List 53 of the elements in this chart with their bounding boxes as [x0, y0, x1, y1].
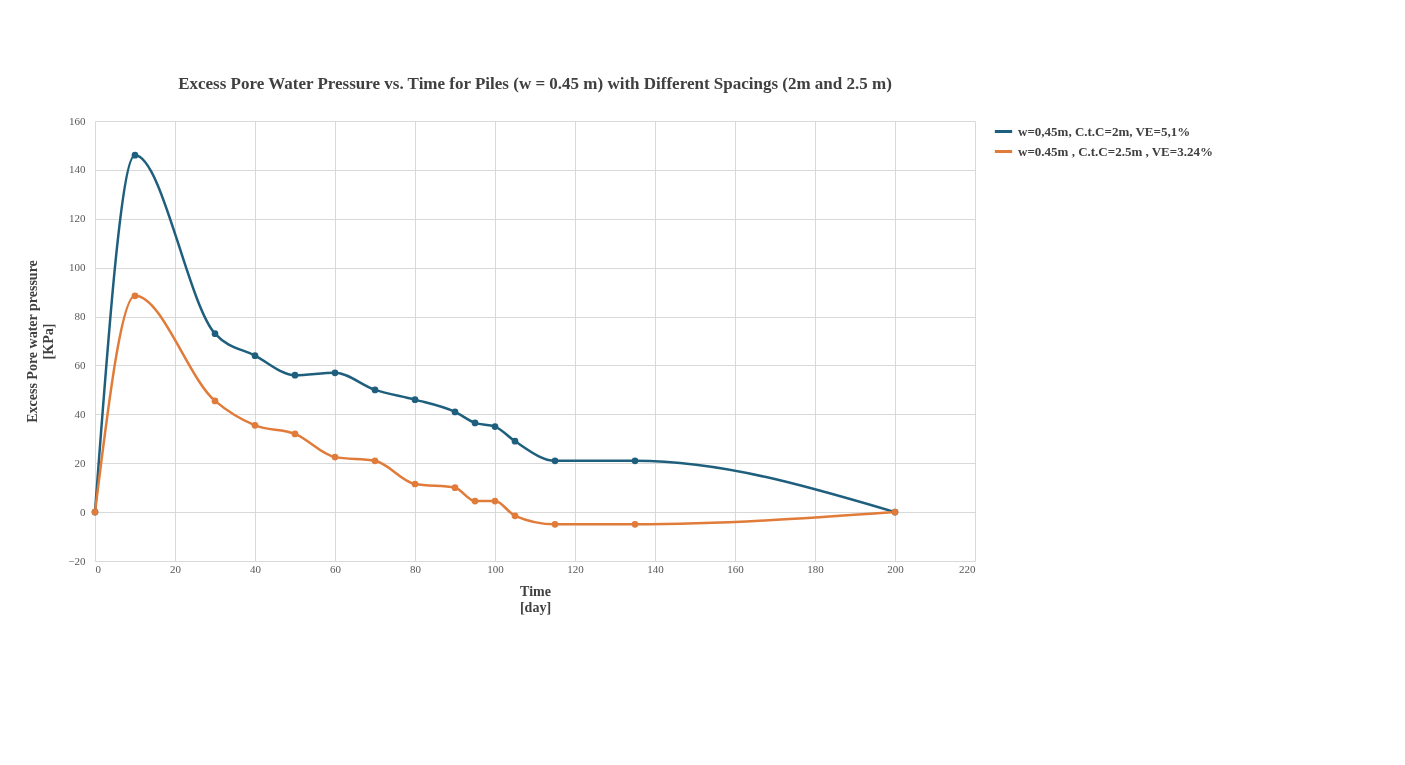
point — [291, 430, 299, 438]
x-tick-label: 100 — [487, 562, 505, 575]
y-tick-label: 40 — [74, 407, 86, 420]
x-tick-label: 60 — [330, 562, 342, 575]
y-tick-label: 140 — [69, 163, 86, 176]
y-tick-label: 160 — [69, 114, 86, 127]
point — [411, 396, 419, 404]
y-tick-label: 20 — [74, 456, 86, 469]
x-tick-label: 180 — [807, 562, 825, 575]
point — [211, 397, 219, 405]
point — [511, 437, 519, 445]
chart-title: Excess Pore Water Pressure vs. Time for Piles (w = 0.45 m) with Different Spacings (2m and 2.5 m) — [178, 74, 892, 93]
point — [251, 421, 259, 429]
x-tick-label: 160 — [727, 562, 745, 575]
point — [251, 352, 259, 360]
point — [491, 497, 499, 505]
point — [511, 512, 519, 520]
point — [551, 520, 559, 528]
legend-label: w=0,45m, C.t.C=2m, VE=5,1% — [1018, 123, 1191, 139]
x-tick-label: 200 — [887, 562, 905, 575]
point — [471, 497, 479, 505]
x-tick-label: 20 — [170, 562, 182, 575]
point — [411, 480, 419, 488]
y-tick-label: 100 — [69, 261, 86, 274]
y-tick-label: 60 — [74, 358, 86, 371]
point — [131, 292, 139, 300]
point — [291, 371, 299, 379]
point — [371, 386, 379, 394]
y-tick-label: 80 — [74, 310, 86, 323]
point — [491, 423, 499, 430]
point — [331, 369, 339, 377]
x-tick-label: 0 — [95, 562, 102, 575]
x-tick-label: 220 — [959, 562, 976, 575]
y-tick-label: 120 — [69, 212, 86, 225]
point — [131, 151, 139, 159]
point — [631, 457, 639, 465]
point — [331, 453, 339, 461]
point — [211, 330, 219, 338]
x-axis-title: Time [day] — [519, 583, 552, 615]
point — [551, 457, 559, 465]
x-tick-label: 120 — [567, 562, 585, 575]
point — [451, 484, 459, 492]
y-tick-label: −20 — [68, 554, 86, 567]
point — [451, 408, 459, 416]
point — [371, 457, 379, 465]
y-tick-label: 0 — [80, 505, 86, 518]
legend-label: w=0.45m , C.t.C=2.5m , VE=3.24% — [1018, 143, 1213, 159]
point — [471, 419, 479, 427]
point — [631, 520, 639, 528]
x-tick-label: 80 — [410, 562, 422, 575]
x-tick-label: 40 — [250, 562, 262, 575]
x-tick-label: 140 — [647, 562, 665, 575]
y-axis-title: Excess Pore water pressure [KPa] — [25, 260, 57, 423]
